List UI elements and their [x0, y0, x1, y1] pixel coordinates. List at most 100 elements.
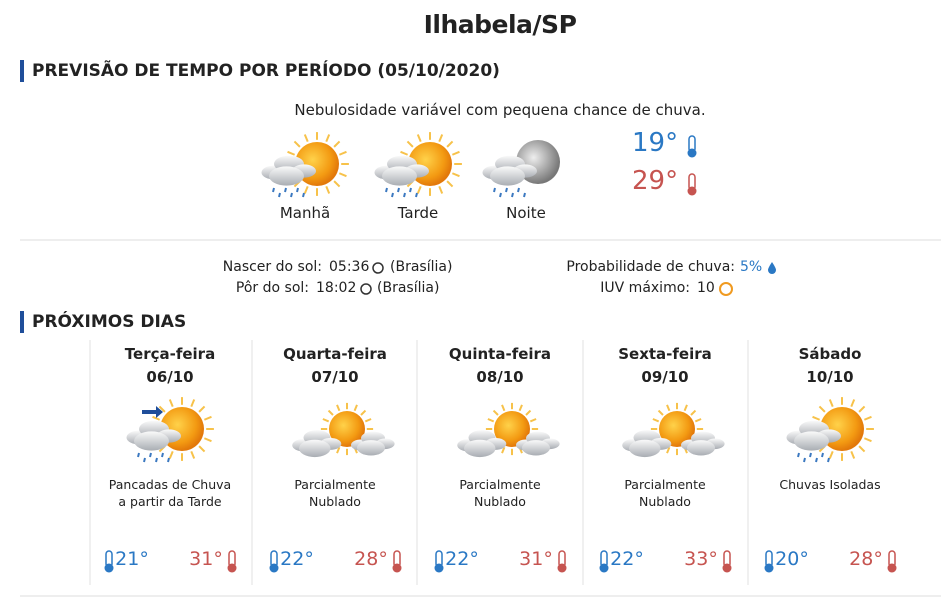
sun-ray [487, 418, 495, 423]
sun-ray [683, 404, 688, 412]
raindrop [149, 452, 152, 458]
raindrop [523, 192, 526, 198]
sun-ray [446, 140, 454, 148]
sun-ray [353, 404, 358, 412]
description: Nebulosidade variável com pequena chance… [294, 101, 706, 119]
day-description: Nublado [639, 494, 691, 509]
cloud [374, 155, 429, 186]
raindrop [143, 457, 146, 463]
title: Ilhabela/SP [423, 10, 577, 39]
sun-ray [438, 185, 444, 194]
sun-ray [438, 134, 444, 143]
sun-ray [828, 450, 834, 459]
sun [329, 411, 365, 447]
sun-ray [287, 150, 296, 156]
day-description: a partir da Tarde [118, 494, 222, 509]
sun [659, 411, 695, 447]
clock-icon [360, 283, 372, 295]
sun-ray [652, 418, 660, 423]
day-description: Nublado [309, 494, 361, 509]
period-label: Tarde [397, 204, 439, 222]
rain: 5% [740, 259, 763, 275]
sun-ray [850, 399, 856, 408]
max-temp: 29° [632, 166, 679, 196]
raindrop [499, 192, 502, 198]
raindrop [272, 187, 275, 193]
day-min: 20° [775, 548, 809, 570]
raindrop [155, 457, 158, 463]
sun [494, 411, 530, 447]
cloud [292, 430, 342, 458]
cloud [516, 431, 560, 456]
sun-ray [666, 404, 671, 412]
raindrop [493, 187, 496, 193]
raindrop [397, 187, 400, 193]
raindrop [409, 187, 412, 193]
min-temp: 19° [632, 128, 679, 158]
raindrop [821, 452, 824, 458]
raindrop [161, 452, 164, 458]
sun-ray [812, 415, 821, 421]
day-date: 09/10 [641, 368, 689, 386]
raindrop [803, 457, 806, 463]
day-name: Sábado [798, 345, 862, 363]
day-description: Nublado [474, 494, 526, 509]
sun-ray [818, 405, 826, 413]
sun-ray [322, 418, 330, 423]
thermometer [269, 563, 279, 573]
sun-ray [858, 405, 866, 413]
thermometer [434, 563, 444, 573]
period-label: Noite [506, 204, 546, 222]
thermometer [599, 563, 609, 573]
sun-ray [416, 134, 422, 143]
clock-icon [372, 262, 384, 274]
day-max: 31° [189, 548, 223, 570]
sun-ray [492, 409, 499, 416]
thermometer [392, 563, 402, 573]
day-description: Pancadas de Chuva [108, 477, 232, 492]
cloud [261, 155, 316, 186]
raindrop [296, 187, 299, 193]
raindrop [167, 457, 170, 463]
day-name: Quinta-feira [448, 345, 552, 363]
sun-ray [325, 134, 331, 143]
day-name: Terça-feira [124, 345, 216, 363]
uv-label: IUV máximo: [600, 280, 690, 296]
sun-ray [690, 409, 697, 416]
sun-ray [828, 399, 834, 408]
drop-icon [768, 262, 776, 274]
sun-ray [406, 140, 414, 148]
sun-ray [863, 415, 872, 421]
day-date: 06/10 [146, 368, 194, 386]
raindrop [284, 187, 287, 193]
sun-ray [657, 409, 664, 416]
thermometer [722, 563, 732, 573]
thermometer [557, 563, 567, 573]
thermometer [104, 563, 114, 573]
sunrise-label: Nascer do sol: [222, 259, 322, 275]
raindrop [278, 192, 281, 198]
sun-ray [364, 418, 372, 423]
raindrop [827, 457, 830, 463]
day-name: Sexta-feira [618, 345, 712, 363]
raindrop [290, 192, 293, 198]
cloud [786, 420, 841, 451]
cloud [457, 430, 507, 458]
day-date: 07/10 [311, 368, 359, 386]
cloud [482, 155, 537, 186]
day-max: 28° [849, 548, 883, 570]
sun-ray [152, 415, 161, 421]
day-min: 21° [115, 548, 149, 570]
raindrop [302, 192, 305, 198]
sun-ray [446, 180, 454, 188]
thermometer [687, 186, 697, 196]
day-min: 22° [445, 548, 479, 570]
rain-label: Probabilidade de chuva: [566, 259, 735, 275]
sun-ray [190, 450, 196, 459]
sunset-label: Pôr do sol: [235, 280, 309, 296]
cloud [126, 420, 181, 451]
sun-ray [501, 446, 506, 454]
period-label: Manhã [279, 204, 331, 222]
